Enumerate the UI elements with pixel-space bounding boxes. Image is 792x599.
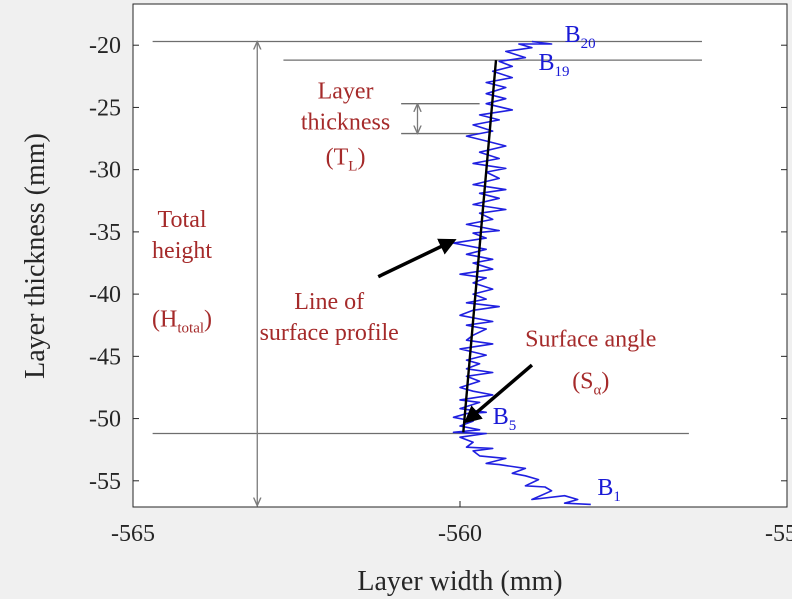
- annotation-line: height: [152, 238, 212, 264]
- annotation-layer: Layer thickness: [301, 79, 390, 136]
- y-tick-label: -35: [89, 220, 121, 246]
- x-tick-label: -555: [765, 521, 792, 547]
- annotation-main: B: [493, 404, 509, 430]
- annotation-tail: ): [601, 369, 609, 395]
- annotation-subscript: 1: [613, 489, 621, 505]
- annotation-line: Surface angle: [525, 326, 656, 352]
- annotation-tl: (TL): [326, 145, 366, 175]
- annotation-line: Layer: [318, 79, 374, 105]
- annotation-b1: B1: [597, 475, 621, 505]
- dimension-arrows: [257, 41, 417, 505]
- annotation-subscript: 20: [581, 36, 596, 52]
- annotation-main: (T: [326, 145, 349, 171]
- y-axis-label: Layer thickness (mm): [20, 133, 51, 379]
- annotation-b19: B19: [538, 50, 569, 80]
- y-tick-label: -20: [89, 33, 121, 59]
- surface-profile-line: [452, 40, 591, 506]
- annotation-sa: (Sα): [572, 369, 609, 399]
- x-axis-ticks: -565 -560 -555: [111, 501, 792, 547]
- annotation-main: (S: [572, 369, 593, 395]
- annotation-b20: B20: [565, 22, 596, 52]
- annotation-b5: B5: [493, 404, 517, 434]
- annotation-main: (H: [152, 306, 177, 332]
- annotation-total: Total height: [152, 207, 212, 264]
- y-axis-ticks: -20 -25 -30 -35 -40 -45 -50 -55: [89, 33, 787, 495]
- series-layer: [452, 40, 591, 506]
- annotation-subscript: 19: [554, 64, 569, 80]
- annotation-tail: ): [357, 145, 365, 171]
- pointer-arrow: [377, 238, 457, 279]
- y-tick-label: -55: [89, 469, 121, 495]
- y-tick-label: -50: [89, 407, 121, 433]
- y-tick-label: -25: [89, 95, 121, 121]
- annotation-surface-angle: Surface angle: [525, 326, 656, 352]
- annotation-line: thickness: [301, 110, 390, 136]
- y-tick-label: -45: [89, 344, 121, 370]
- annotation-subscript: 5: [509, 418, 517, 434]
- y-tick-label: -30: [89, 158, 121, 184]
- annotation-subscript: L: [348, 159, 357, 175]
- annotation-main: B: [565, 22, 581, 48]
- annotation-main: B: [538, 50, 554, 76]
- annotation-line: surface profile: [260, 320, 399, 346]
- annotation-subscript: α: [594, 383, 602, 399]
- plot-area: [133, 4, 787, 507]
- pointer-arrows: [377, 238, 534, 424]
- x-axis-label: Layer width (mm): [357, 566, 562, 597]
- pointer-arrow: [463, 363, 534, 424]
- x-tick-label: -560: [438, 521, 482, 547]
- annotation-line: Line of: [294, 289, 364, 315]
- annotation-htotal: (Htotal): [152, 306, 212, 336]
- fitted-profile-line: [462, 59, 498, 433]
- annotation-subscript: total: [177, 320, 204, 336]
- x-tick-label: -565: [111, 521, 155, 547]
- annotation-line-of: Line of surface profile: [260, 289, 399, 346]
- annotation-main: B: [597, 475, 613, 501]
- y-tick-label: -40: [89, 282, 121, 308]
- annotation-tail: ): [204, 306, 212, 332]
- annotation-line: Total: [158, 207, 207, 233]
